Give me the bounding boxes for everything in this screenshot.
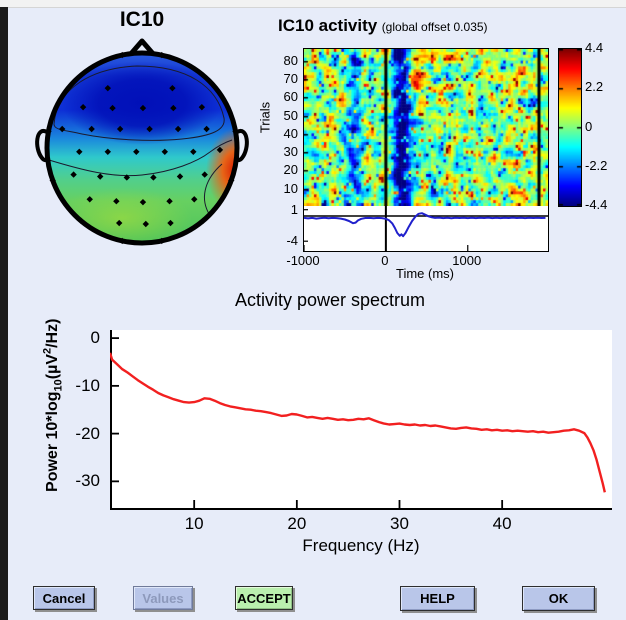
electrode-dot [161,148,168,155]
tick-label: 0 [585,118,593,134]
erp-trace-panel [303,206,549,252]
spectrum-plot-panel [108,330,612,510]
electrode-dot [119,51,126,59]
erpimage-title-text: IC10 activity [278,16,378,35]
help-button[interactable]: HELP [400,586,475,611]
tick-label: 1 [290,201,298,217]
topo-title: IC10 [119,8,165,31]
electrode-dot [150,174,157,181]
electrode-dot [216,146,224,154]
electrode-dot [116,219,123,227]
electrode-markers [45,51,239,245]
electrode-dot [76,148,83,155]
frequency-axis-label: Frequency (Hz) [302,536,420,555]
head-outline [44,50,240,246]
electrode-dot [191,196,198,203]
electrode-dot [158,237,165,245]
tick-label: 60 [283,89,298,105]
cancel-button[interactable]: Cancel [33,586,95,610]
erp-trace-line [303,212,546,238]
electrode-dot [199,217,207,224]
spectrum-plot [108,330,612,510]
tick-label: 4.4 [585,40,604,55]
tick-label: 30 [390,514,409,533]
electrode-dot [142,220,149,228]
electrode-dot [139,104,147,112]
erp-trace-plot [303,206,548,251]
contour-line-2 [48,139,233,177]
tick-label: 80 [283,52,298,68]
tick-label: -10 [75,375,100,395]
erpimage-offset-text: (global offset 0.035) [381,20,488,34]
electrode-dot [232,128,239,135]
tick-label: 1000 [452,253,482,268]
tick-label: 40 [492,514,512,533]
tick-label: -4 [286,233,298,249]
tick-label: -20 [75,423,100,443]
electrode-dot [174,125,182,133]
tick-label: 2.2 [585,79,604,95]
erpimage-heatmap-canvas [304,49,548,206]
tick-label: 10 [283,180,298,196]
tick-label: -4.4 [585,197,608,212]
electrode-dot [45,128,52,135]
window-titlebar-edge [0,0,626,8]
electrode-dot [170,104,177,112]
tick-label: -2.2 [585,157,608,173]
tick-label: -30 [75,471,100,491]
electrode-dot [198,103,206,111]
electrode-dot [119,237,126,245]
tick-label: 20 [287,514,307,533]
accept-button[interactable]: ACCEPT [235,586,293,610]
electrode-dot [166,198,173,205]
tick-label: -1000 [286,253,320,268]
colorbar-canvas [559,49,581,206]
electrode-dot [79,103,87,111]
electrode-dot [71,77,79,85]
electrode-dot [113,198,120,205]
electrode-dot [104,148,111,155]
electrode-dot [139,198,147,206]
electrode-dot [77,217,85,224]
tick-label: 0 [90,328,100,348]
values-button[interactable]: Values [133,586,193,610]
electrode-dot [133,148,140,155]
tick-label: 70 [283,71,298,87]
power-spectrum-line [108,352,606,493]
spectrum-ylabel-sup: 2 [41,347,54,355]
tick-label: 0 [381,253,389,268]
electrode-dot [190,148,197,155]
electrode-dot [158,51,165,59]
colorbar [558,48,582,207]
time-axis-label: Time (ms) [395,266,454,281]
tick-label: 30 [283,144,298,160]
scalp-topography-plot [35,38,249,246]
spectrum-title: Activity power spectrum [234,290,426,310]
electrode-dot [167,219,174,227]
electrode-dot [86,196,93,203]
desktop-background-strip [0,7,8,620]
electrode-dot [201,171,208,178]
ok-button[interactable]: OK [522,586,595,611]
tick-label: 10 [184,514,204,533]
electrode-dot [104,84,111,92]
tick-label: 50 [283,107,298,123]
erpimage-heatmap-panel [303,48,549,207]
tick-label: 40 [283,125,298,141]
spectrum-ylabel: Power 10*log10(µV2/Hz) [42,280,65,530]
tick-label: 20 [283,162,298,178]
electrode-dot [70,171,77,178]
electrode-dot [205,77,213,85]
erpimage-title: IC10 activity (global offset 0.035) [278,16,623,36]
electrode-dot [228,177,235,184]
contour-line-1 [53,65,225,141]
electrode-dot [123,174,130,181]
electrode-dot [169,84,176,92]
